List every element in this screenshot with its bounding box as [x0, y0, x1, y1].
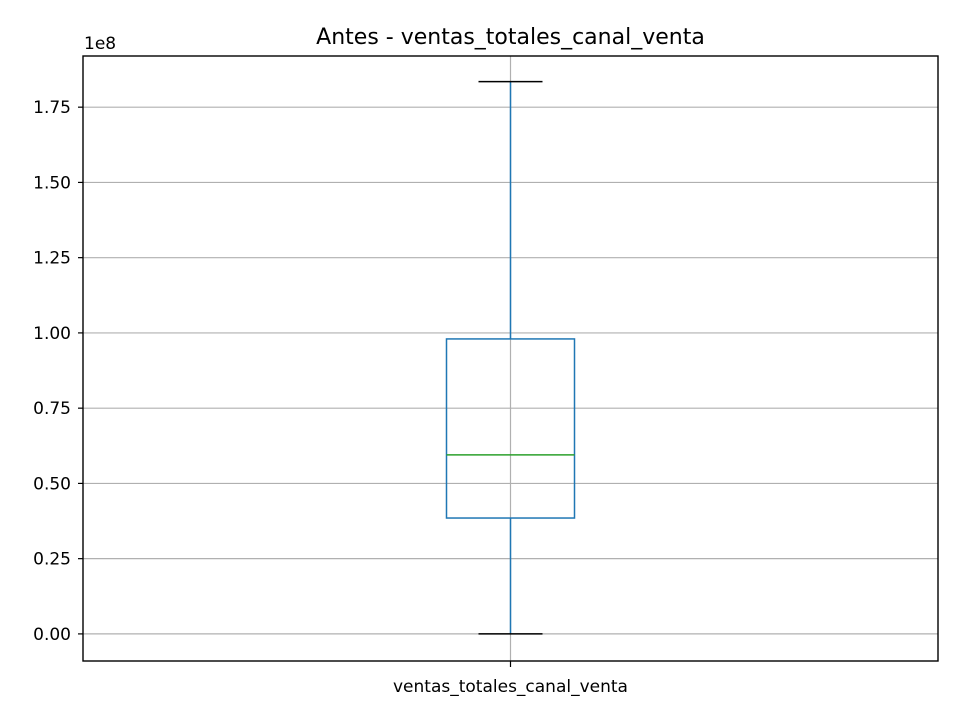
axis-layer: 0.00 0.25 0.50 0.75 1.00 1.25 1.50 1.75 ventas_t… [33, 98, 628, 697]
y-tick-label: 1.00 [33, 324, 71, 344]
x-tick-label: ventas_totales_canal_venta [393, 677, 628, 697]
chart-title: Antes - ventas_totales_canal_venta [316, 25, 705, 50]
y-tick-label: 1.25 [33, 249, 71, 269]
plot-frame [82, 55, 939, 662]
iqr-box [445, 338, 576, 519]
y-tick-label: 1.50 [33, 173, 71, 193]
boxplot [445, 80, 576, 635]
y-tick-label: 0.50 [33, 474, 71, 494]
y-tick-label: 1.75 [33, 98, 71, 118]
y-axis-offset-label: 1e8 [84, 34, 116, 54]
y-tick-label: 0.25 [33, 550, 71, 570]
y-tick-label: 0.75 [33, 399, 71, 419]
y-tick-label: 0.00 [33, 625, 71, 645]
